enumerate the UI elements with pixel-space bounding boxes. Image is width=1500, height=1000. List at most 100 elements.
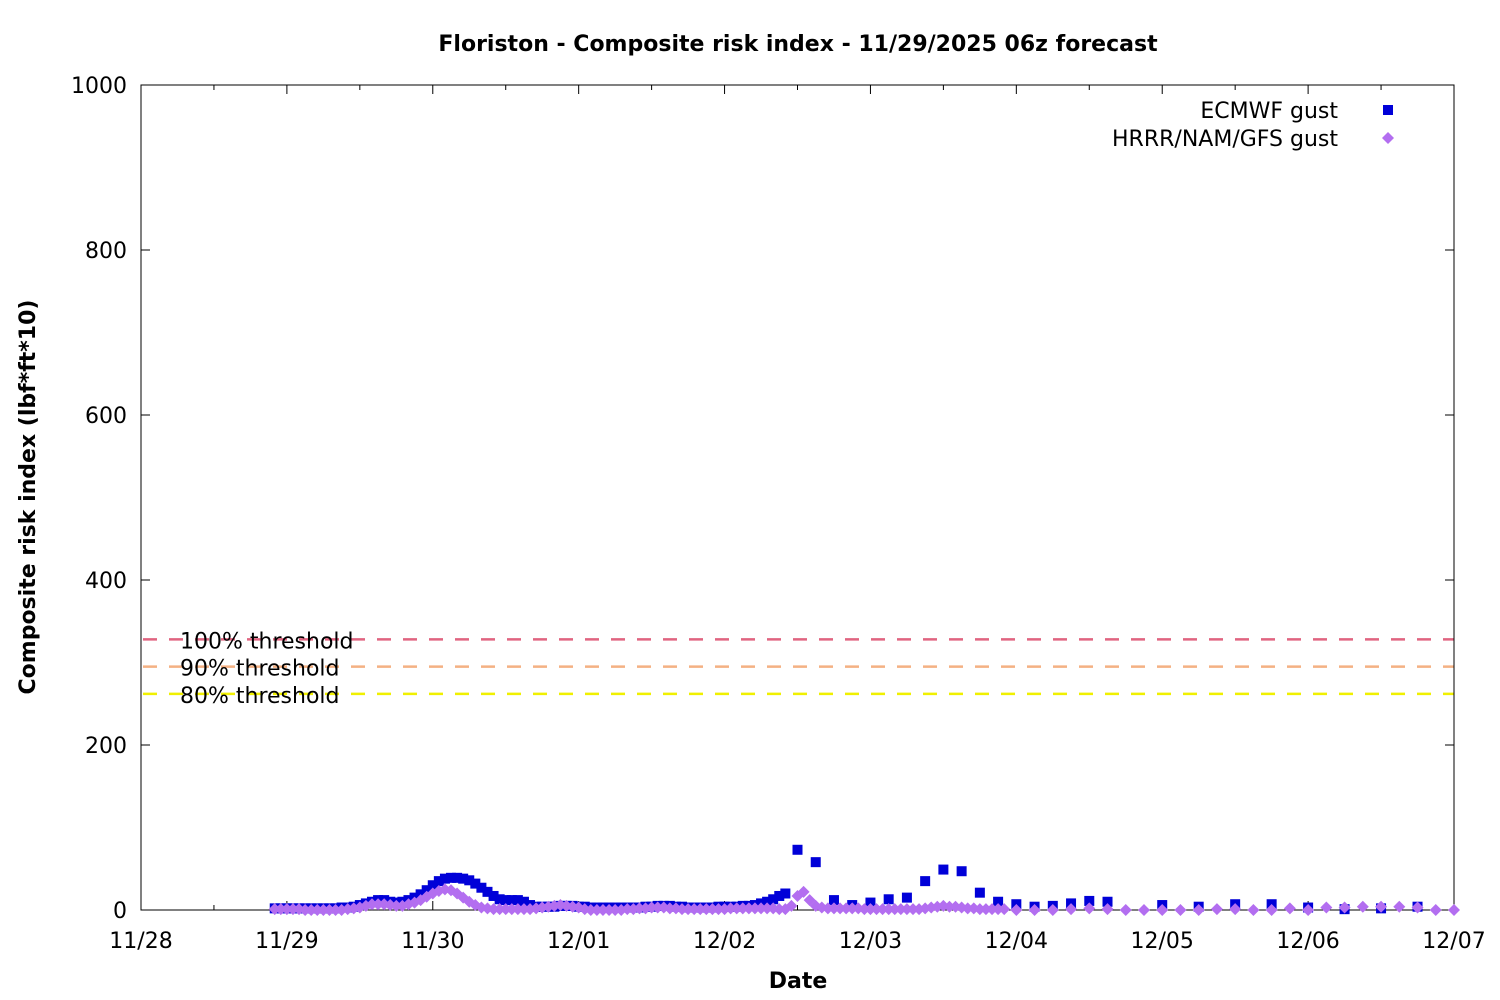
x-tick-label: 12/04 xyxy=(985,929,1048,954)
y-tick-label: 800 xyxy=(85,239,127,264)
data-point xyxy=(1338,901,1351,914)
data-point xyxy=(663,902,676,915)
data-point xyxy=(1084,895,1095,906)
y-axis-ticks: 0 200 400 600 800 1000 xyxy=(71,74,1454,924)
legend-marker-0 xyxy=(1383,105,1393,115)
data-point xyxy=(590,904,603,916)
data-point xyxy=(973,903,986,916)
data-point xyxy=(1174,904,1187,916)
chart-title: Floriston - Composite risk index - 11/29… xyxy=(438,32,1158,57)
data-point xyxy=(755,902,768,915)
data-point xyxy=(494,894,505,905)
legend-label-1: HRRR/NAM/GFS gust xyxy=(1112,127,1338,152)
x-tick-label: 11/30 xyxy=(401,929,464,954)
data-point xyxy=(446,872,457,883)
y-tick-label: 600 xyxy=(85,404,127,429)
legend-label-0: ECMWF gust xyxy=(1200,99,1338,124)
data-point xyxy=(1046,904,1059,916)
data-point xyxy=(470,878,481,889)
data-point xyxy=(596,904,609,916)
data-point xyxy=(956,866,967,877)
data-point xyxy=(487,903,500,916)
x-tick-label: 12/01 xyxy=(547,929,610,954)
data-point xyxy=(883,894,894,905)
data-point xyxy=(1083,902,1096,915)
data-point xyxy=(633,902,646,915)
data-point xyxy=(810,857,821,868)
data-point xyxy=(676,903,689,916)
x-tick-label: 11/28 xyxy=(109,929,172,954)
data-point xyxy=(452,872,463,883)
data-point xyxy=(458,873,469,884)
data-point xyxy=(979,903,992,916)
data-point xyxy=(920,876,931,887)
data-point xyxy=(433,876,444,887)
data-point xyxy=(323,904,336,916)
data-point xyxy=(439,873,450,884)
data-point xyxy=(992,903,1005,916)
data-point xyxy=(518,896,529,907)
data-point xyxy=(894,903,907,916)
data-point xyxy=(724,902,737,915)
data-point xyxy=(901,892,912,903)
threshold-label-1: 90% threshold xyxy=(180,657,340,682)
data-point xyxy=(464,875,475,886)
data-point xyxy=(706,903,719,916)
series-hrrr-nam-gfs-gust xyxy=(268,883,1460,916)
data-point xyxy=(390,899,403,912)
data-point xyxy=(305,904,318,916)
data-point xyxy=(864,903,877,916)
data-point xyxy=(1065,903,1078,916)
data-point xyxy=(827,902,840,915)
data-point xyxy=(712,903,725,916)
data-point xyxy=(1448,904,1460,916)
data-point xyxy=(774,890,785,901)
x-tick-label: 12/02 xyxy=(693,929,756,954)
data-point xyxy=(317,904,330,916)
x-axis-ticks: 11/28 11/29 11/30 12/01 12/02 12/03 12/04 12/05… xyxy=(109,85,1486,954)
data-point xyxy=(1265,904,1278,916)
x-tick-label: 12/06 xyxy=(1276,929,1339,954)
data-point xyxy=(761,902,774,915)
data-point xyxy=(768,894,779,905)
data-point xyxy=(584,904,597,916)
data-point xyxy=(506,895,517,906)
data-point xyxy=(730,902,743,915)
data-point xyxy=(1393,900,1406,913)
data-point xyxy=(742,902,755,915)
data-point xyxy=(311,904,324,916)
data-point xyxy=(682,903,695,916)
data-point xyxy=(1429,904,1442,916)
data-point xyxy=(488,890,499,901)
data-point xyxy=(299,904,312,916)
data-point xyxy=(280,903,293,916)
data-point xyxy=(938,864,949,875)
data-point xyxy=(993,896,1004,907)
data-point xyxy=(762,896,773,907)
data-point xyxy=(421,885,432,896)
data-point xyxy=(512,895,523,906)
data-point xyxy=(500,895,511,906)
data-point xyxy=(329,904,342,916)
data-point xyxy=(694,903,707,916)
data-series xyxy=(268,844,1460,916)
data-point xyxy=(365,898,378,911)
data-point xyxy=(846,902,859,915)
data-point xyxy=(700,903,713,916)
data-point xyxy=(748,902,761,915)
data-point xyxy=(274,903,287,916)
data-point xyxy=(1302,904,1315,916)
data-point xyxy=(511,903,524,916)
data-point xyxy=(736,902,749,915)
data-point xyxy=(1320,901,1333,914)
data-point xyxy=(372,898,385,911)
data-point xyxy=(797,885,810,898)
data-point xyxy=(427,880,438,891)
data-point xyxy=(603,904,616,916)
data-point xyxy=(882,903,895,916)
data-point xyxy=(986,903,999,916)
data-point xyxy=(651,901,664,914)
data-point xyxy=(1102,896,1113,907)
data-point xyxy=(1101,903,1114,916)
y-tick-label: 0 xyxy=(113,899,127,924)
